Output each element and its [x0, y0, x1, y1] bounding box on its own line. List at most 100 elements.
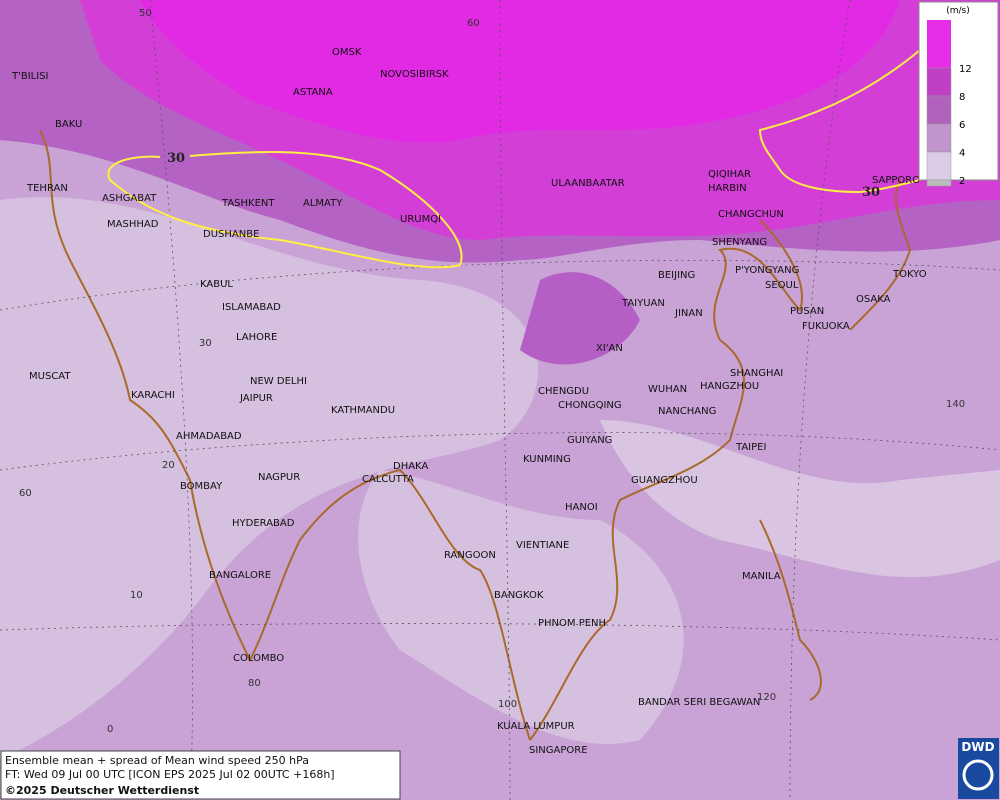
city-label: SEOUL: [765, 280, 799, 291]
light-field: [600, 420, 1000, 578]
coastlines: [39, 129, 912, 741]
city-label: KARACHI: [131, 390, 175, 401]
grid-label: 80: [248, 678, 261, 689]
city-label: DUSHANBE: [203, 229, 259, 240]
city-label: CHANGCHUN: [718, 209, 784, 220]
grid-label: 100: [498, 699, 517, 710]
grid-label: 20: [162, 460, 175, 471]
info-time: FT: Wed 09 Jul 00 UTC [ICON EPS 2025 Jul…: [5, 768, 335, 781]
legend-swatch: [926, 95, 952, 125]
city-label: HANOI: [565, 502, 598, 513]
legend-label: 2: [959, 176, 965, 187]
city-label: NOVOSIBIRSK: [380, 69, 449, 80]
legend-swatch: [926, 123, 952, 153]
city-label: FUKUOKA: [802, 321, 850, 332]
info-title: Ensemble mean + spread of Mean wind spee…: [5, 754, 309, 767]
strong-field: [520, 272, 640, 365]
legend: (m/s) 12 8 6 4 2: [918, 1, 999, 187]
city-label: BANGKOK: [494, 590, 544, 601]
city-label: NANCHANG: [658, 406, 716, 417]
city-label: BAKU: [55, 119, 82, 130]
city-label: DHAKA: [393, 461, 428, 472]
city-label: PHNOM PENH: [538, 618, 606, 629]
city-label: RANGOON: [444, 550, 496, 561]
city-label: TAIYUAN: [621, 298, 665, 309]
grid-label: 10: [130, 590, 143, 601]
city-label: TAIPEI: [735, 442, 766, 453]
info-background: [0, 750, 401, 800]
city-label: BOMBAY: [180, 481, 223, 492]
contour-labels: 30 30: [167, 151, 880, 200]
legend-label: 12: [959, 64, 972, 75]
city-label: MUSCAT: [29, 371, 71, 382]
jet-core: [140, 0, 900, 143]
city-label: CHONGQING: [558, 400, 622, 411]
legend-swatch: [926, 67, 952, 97]
city-labels: OMSK NOVOSIBIRSK ASTANA T'BILISI BAKU TEHRAN A…: [11, 47, 927, 756]
contour-label: 30: [167, 151, 185, 166]
city-label: BANDAR SERI BEGAWAN: [638, 697, 760, 708]
city-label: HARBIN: [708, 183, 747, 194]
city-label: TASHKENT: [221, 198, 275, 209]
city-label: BEIJING: [658, 270, 695, 281]
contour-label: 30: [862, 185, 880, 200]
grid-label: 0: [107, 724, 113, 735]
city-label: JINAN: [674, 308, 703, 319]
grid-label: 140: [946, 399, 965, 410]
city-label: KATHMANDU: [331, 405, 395, 416]
city-label: COLOMBO: [233, 653, 284, 664]
city-label: PUSAN: [790, 306, 824, 317]
city-label: KUNMING: [523, 454, 571, 465]
city-label: ASHGABAT: [102, 193, 157, 204]
city-label: CALCUTTA: [362, 474, 414, 485]
legend-label: 4: [959, 148, 965, 159]
city-label: OSAKA: [856, 294, 891, 305]
city-label: SAPPORO: [872, 175, 920, 186]
contour-30: [107, 47, 921, 269]
legend-label: 6: [959, 120, 965, 131]
city-label: QIQIHAR: [708, 169, 751, 180]
light-field: [358, 470, 684, 744]
legend-swatch: [927, 20, 951, 68]
city-label: KABUL: [200, 279, 233, 290]
grid-label: 60: [467, 18, 480, 29]
city-label: HANGZHOU: [700, 381, 759, 392]
city-label: ASTANA: [293, 87, 333, 98]
city-label: HYDERABAD: [232, 518, 295, 529]
city-label: T'BILISI: [11, 71, 48, 82]
city-label: KUALA LUMPUR: [497, 721, 575, 732]
info-box: Ensemble mean + spread of Mean wind spee…: [0, 750, 401, 800]
grid-label: 60: [19, 488, 32, 499]
city-label: SHENYANG: [712, 237, 767, 248]
city-label: GUIYANG: [567, 435, 612, 446]
legend-swatch: [926, 179, 952, 187]
city-label: OMSK: [332, 47, 362, 58]
city-label: BANGALORE: [209, 570, 271, 581]
city-label: MANILA: [742, 571, 781, 582]
city-label: URUMQI: [400, 214, 441, 225]
city-label: NEW DELHI: [250, 376, 307, 387]
city-label: XI'AN: [596, 343, 623, 354]
legend-label: 8: [959, 92, 965, 103]
light-field: [0, 197, 539, 760]
logo: DWD: [958, 738, 999, 799]
grid-label: 30: [199, 338, 212, 349]
city-label: SHANGHAI: [730, 368, 783, 379]
city-label: P'YONGYANG: [735, 265, 799, 276]
city-label: SINGAPORE: [529, 745, 588, 756]
city-label: ALMATY: [303, 198, 343, 209]
city-label: ULAANBAATAR: [551, 178, 625, 189]
city-label: TEHRAN: [26, 183, 68, 194]
legend-unit: (m/s): [946, 6, 970, 16]
grid-label: 50: [139, 8, 152, 19]
city-label: MASHHAD: [107, 219, 159, 230]
city-label: NAGPUR: [258, 472, 300, 483]
logo-icon: [962, 759, 994, 791]
city-label: AHMADABAD: [176, 431, 242, 442]
city-label: ISLAMABAD: [222, 302, 281, 313]
city-label: WUHAN: [648, 384, 687, 395]
legend-swatch: [926, 151, 952, 181]
